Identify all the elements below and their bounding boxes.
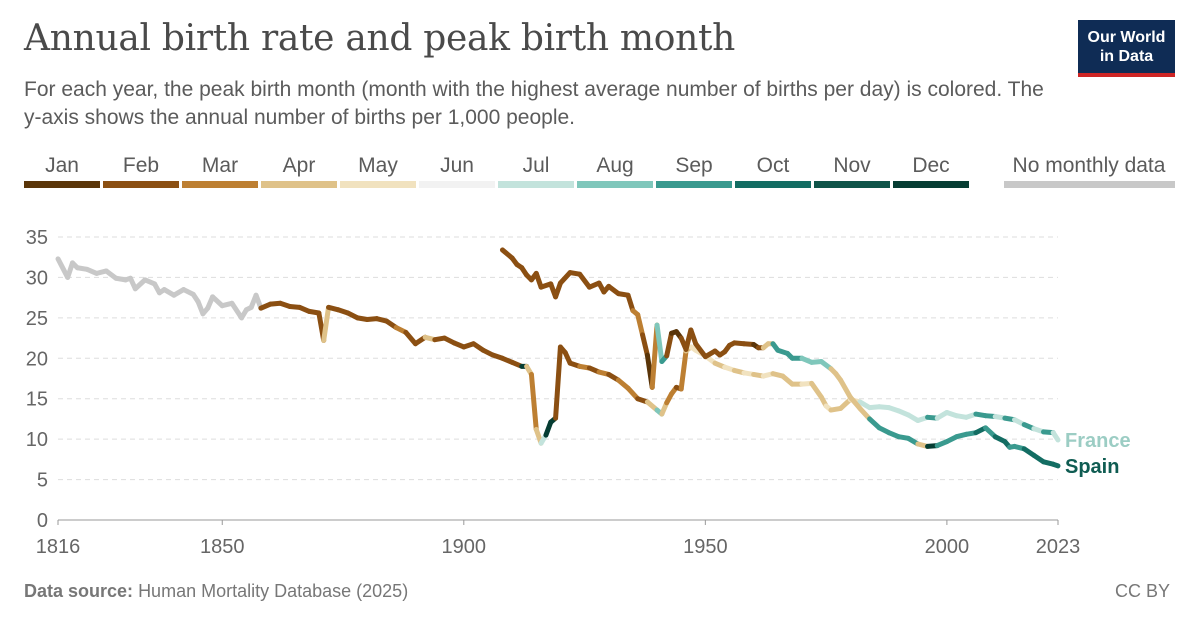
legend-label-jan: Jan — [45, 154, 79, 177]
line-segment — [528, 371, 539, 432]
legend-label-sep: Sep — [675, 154, 712, 177]
series-label-spain: Spain — [1065, 456, 1119, 478]
line-segment — [838, 377, 853, 400]
x-tick-label: 1900 — [442, 536, 487, 558]
legend-swatch-nov — [814, 181, 890, 188]
x-tick-label: 1950 — [683, 536, 728, 558]
legend-label-feb: Feb — [123, 154, 159, 177]
legend-label-may: May — [358, 154, 398, 177]
logo-line-1: Our World — [1087, 29, 1166, 46]
line-segment — [577, 271, 592, 290]
y-axis: 0 5 10 15 20 25 30 35 — [26, 227, 48, 532]
legend-swatch-mar — [182, 181, 258, 188]
line-segment — [553, 344, 563, 421]
line-segment — [1050, 430, 1061, 443]
legend-label-nov: Nov — [833, 154, 871, 177]
line-segment — [809, 380, 824, 400]
legend-swatch-feb — [103, 181, 179, 188]
series-france — [55, 256, 1061, 446]
legend-swatch-no-data — [1004, 181, 1175, 188]
legend-label-jun: Jun — [440, 154, 474, 177]
x-axis: 1816 1850 1900 1950 2000 2023 — [36, 519, 1081, 558]
legend-swatch-jan — [24, 181, 100, 188]
series-lines — [55, 247, 1061, 469]
legend-swatch-apr — [261, 181, 337, 188]
x-tick-label: 1850 — [200, 536, 245, 558]
data-source: Data source: Human Mortality Database (2… — [24, 581, 408, 602]
y-tick-label: 20 — [26, 348, 48, 370]
legend-swatch-may — [340, 181, 416, 188]
y-tick-label: 10 — [26, 429, 48, 451]
y-tick-label: 30 — [26, 267, 48, 289]
line-chart: Jan Feb Mar Apr May Jun Jul Aug Sep Oct Nov Dec No m… — [24, 154, 1175, 558]
line-segment — [693, 341, 708, 360]
x-tick-label: 2023 — [1036, 536, 1081, 558]
month-legend: Jan Feb Mar Apr May Jun Jul Aug Sep Oct Nov Dec No m… — [24, 154, 1175, 188]
line-segment — [625, 292, 636, 314]
owid-logo[interactable]: Our World in Data — [1078, 20, 1175, 77]
legend-label-no-data: No monthly data — [1013, 154, 1166, 177]
legend-swatch-aug — [577, 181, 653, 188]
x-tick-label: 2000 — [925, 536, 970, 558]
series-labels: France Spain — [1065, 430, 1131, 478]
line-segment — [55, 256, 71, 280]
x-tick-label: 1816 — [36, 536, 81, 558]
line-segment — [321, 304, 332, 343]
legend-label-mar: Mar — [202, 154, 238, 177]
legend-swatch-oct — [735, 181, 811, 188]
legend-label-jul: Jul — [523, 154, 550, 177]
series-spain — [499, 247, 1061, 469]
y-tick-label: 35 — [26, 227, 48, 249]
line-segment — [654, 322, 665, 365]
line-segment — [678, 348, 689, 392]
license[interactable]: CC BY — [1114, 581, 1170, 601]
y-tick-label: 5 — [37, 470, 48, 492]
line-segment — [229, 300, 245, 321]
legend-label-apr: Apr — [283, 154, 316, 177]
line-segment — [635, 312, 646, 338]
y-tick-label: 15 — [26, 389, 48, 411]
legend-swatch-jul — [498, 181, 574, 188]
legend-label-dec: Dec — [912, 154, 949, 177]
y-tick-label: 0 — [37, 510, 48, 532]
legend-swatch-sep — [656, 181, 732, 188]
data-source-label: Data source: — [24, 581, 134, 601]
legend-swatch-jun — [419, 181, 495, 188]
line-segment — [664, 330, 675, 359]
line-segment — [1050, 461, 1061, 469]
y-tick-label: 25 — [26, 308, 48, 330]
legend-label-aug: Aug — [596, 154, 633, 177]
chart-subtitle: For each year, the peak birth month (mon… — [24, 78, 1044, 129]
line-segment — [640, 332, 650, 358]
data-source-text[interactable]: Human Mortality Database (2025) — [138, 581, 409, 601]
chart-title: Annual birth rate and peak birth month — [24, 18, 736, 59]
legend-label-oct: Oct — [757, 154, 790, 177]
legend-swatch-dec — [893, 181, 969, 188]
series-label-france: France — [1065, 430, 1131, 452]
logo-line-2: in Data — [1099, 48, 1154, 65]
